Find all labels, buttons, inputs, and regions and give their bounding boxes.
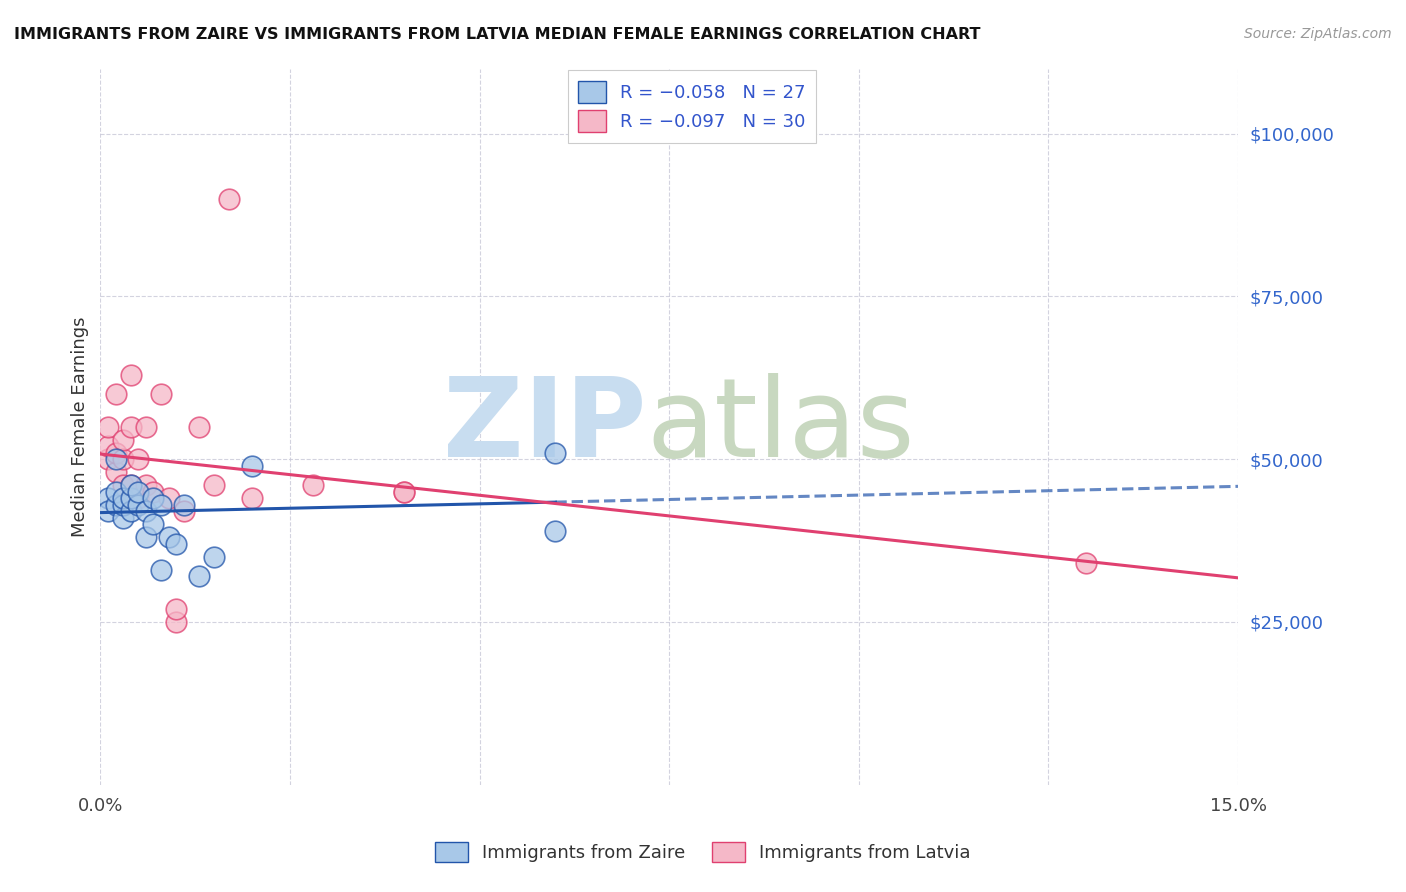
Point: [240, 491, 263, 506]
Point: [135, 419, 157, 434]
Point: [127, 498, 149, 512]
Point: [120, 491, 142, 506]
Point: [544, 524, 567, 538]
Point: [188, 569, 211, 583]
Point: [104, 484, 127, 499]
Point: [120, 478, 142, 492]
Point: [97, 419, 120, 434]
Text: Source: ZipAtlas.com: Source: ZipAtlas.com: [1244, 27, 1392, 41]
Point: [112, 510, 135, 524]
Point: [112, 478, 135, 492]
Point: [135, 478, 157, 492]
Point: [165, 537, 187, 551]
Point: [240, 458, 263, 473]
Point: [120, 504, 142, 518]
Point: [104, 498, 127, 512]
Point: [150, 387, 173, 401]
Point: [188, 419, 211, 434]
Point: [135, 530, 157, 544]
Point: [112, 452, 135, 467]
Point: [97, 491, 120, 506]
Point: [97, 452, 120, 467]
Point: [202, 478, 225, 492]
Point: [104, 452, 127, 467]
Point: [150, 563, 173, 577]
Point: [104, 387, 127, 401]
Point: [301, 478, 323, 492]
Point: [157, 530, 180, 544]
Point: [120, 419, 142, 434]
Point: [142, 484, 165, 499]
Point: [135, 504, 157, 518]
Point: [97, 439, 120, 453]
Point: [142, 491, 165, 506]
Point: [112, 491, 135, 506]
Y-axis label: Median Female Earnings: Median Female Earnings: [72, 317, 89, 537]
Point: [97, 504, 120, 518]
Point: [112, 498, 135, 512]
Point: [165, 602, 187, 616]
Legend: R = −0.058   N = 27, R = −0.097   N = 30: R = −0.058 N = 27, R = −0.097 N = 30: [568, 70, 817, 144]
Point: [392, 484, 415, 499]
Legend: Immigrants from Zaire, Immigrants from Latvia: Immigrants from Zaire, Immigrants from L…: [427, 834, 979, 870]
Point: [112, 433, 135, 447]
Point: [165, 615, 187, 629]
Point: [104, 445, 127, 459]
Point: [127, 484, 149, 499]
Text: ZIP: ZIP: [443, 373, 647, 480]
Point: [157, 491, 180, 506]
Point: [142, 517, 165, 532]
Point: [120, 478, 142, 492]
Point: [1076, 557, 1098, 571]
Text: atlas: atlas: [647, 373, 915, 480]
Point: [173, 498, 195, 512]
Point: [120, 368, 142, 382]
Point: [127, 452, 149, 467]
Point: [202, 549, 225, 564]
Point: [127, 491, 149, 506]
Point: [173, 504, 195, 518]
Point: [150, 498, 173, 512]
Point: [544, 445, 567, 459]
Point: [218, 192, 240, 206]
Text: IMMIGRANTS FROM ZAIRE VS IMMIGRANTS FROM LATVIA MEDIAN FEMALE EARNINGS CORRELATI: IMMIGRANTS FROM ZAIRE VS IMMIGRANTS FROM…: [14, 27, 980, 42]
Point: [392, 484, 415, 499]
Point: [104, 465, 127, 479]
